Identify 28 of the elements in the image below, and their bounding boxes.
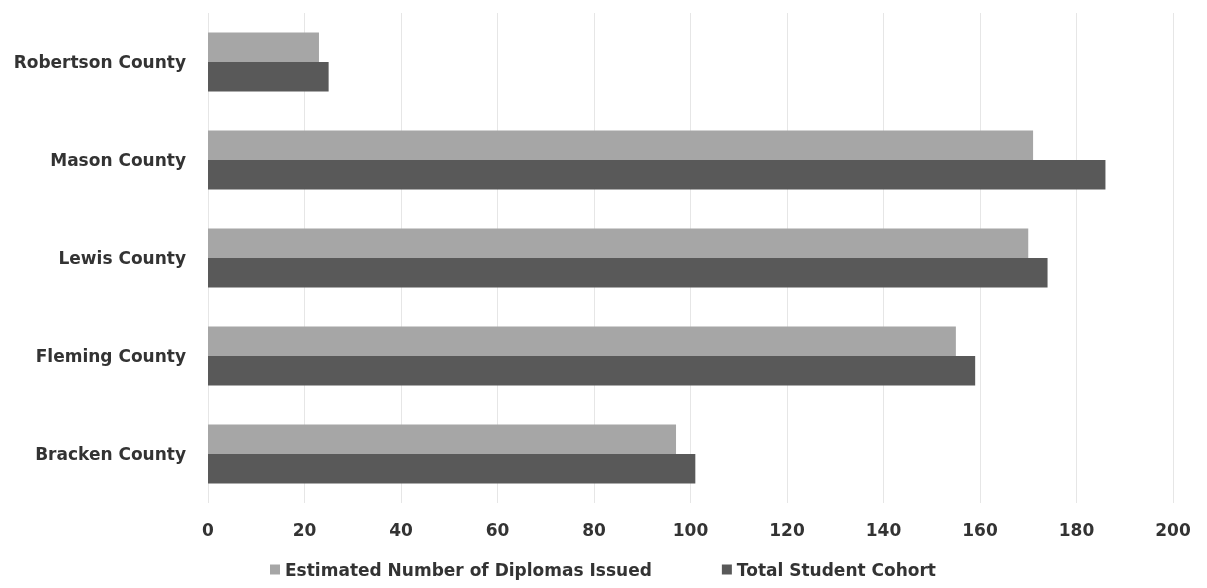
legend-label: Total Student Cohort — [736, 559, 936, 580]
bar — [208, 356, 976, 386]
x-tick-label: 160 — [962, 519, 998, 540]
bar — [208, 326, 956, 356]
bar — [208, 160, 1106, 190]
legend-label: Estimated Number of Diplomas Issued — [285, 559, 652, 580]
bar — [208, 424, 677, 454]
bar — [208, 130, 1034, 160]
x-tick-label: 100 — [672, 519, 709, 540]
x-tick-label: 120 — [769, 519, 805, 540]
y-tick-label: Lewis County — [58, 248, 186, 268]
x-tick-label: 0 — [202, 519, 215, 540]
x-tick-label: 200 — [1155, 519, 1191, 540]
x-tick-label: 60 — [485, 519, 510, 540]
x-tick-label: 80 — [582, 519, 606, 540]
y-tick-label: Mason County — [50, 150, 186, 170]
bar — [208, 62, 329, 92]
bar — [208, 228, 1029, 258]
y-tick-label: Bracken County — [35, 444, 186, 464]
y-tick-label: Fleming County — [35, 346, 186, 366]
y-tick-label: Robertson County — [13, 52, 186, 72]
bar — [208, 258, 1048, 288]
x-tick-label: 140 — [865, 519, 902, 540]
x-tick-label: 20 — [292, 519, 317, 540]
bar — [208, 32, 319, 62]
x-tick-label: 180 — [1058, 519, 1095, 540]
x-tick-label: 40 — [389, 519, 413, 540]
bar — [208, 454, 696, 484]
